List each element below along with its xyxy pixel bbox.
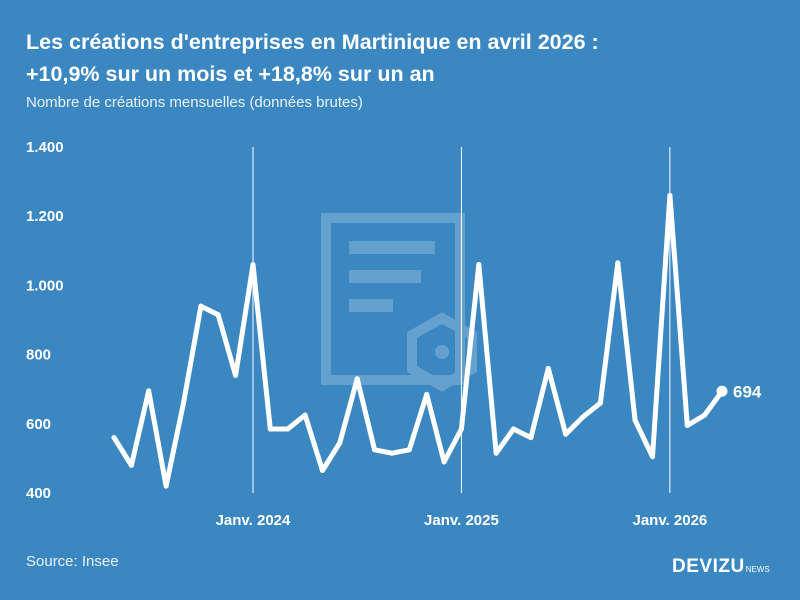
data-point xyxy=(684,423,690,429)
x-tick-label: Janv. 2026 xyxy=(632,512,707,529)
devizu-logo: DEVIZUNEWS xyxy=(672,556,770,578)
data-point xyxy=(667,192,673,198)
data-point xyxy=(215,312,221,318)
data-point xyxy=(650,454,656,460)
data-points xyxy=(111,192,725,489)
data-point xyxy=(146,388,152,394)
y-tick-label: 1.400 xyxy=(26,139,64,156)
x-axis-ticks: Janv. 2024 Janv. 2025 Janv. 2026 xyxy=(216,512,708,529)
data-point xyxy=(424,391,430,397)
series-line xyxy=(111,192,725,489)
document-gear-icon xyxy=(321,213,477,392)
data-point xyxy=(458,426,464,432)
title-line-2: +10,9% sur un mois et +18,8% sur un an xyxy=(26,62,435,86)
data-point xyxy=(337,440,343,446)
last-value-label: 694 xyxy=(733,382,762,401)
x-tick-label: Janv. 2024 xyxy=(216,512,291,529)
data-point xyxy=(476,262,482,268)
data-point xyxy=(180,400,186,406)
data-point xyxy=(406,447,412,453)
y-tick-label: 800 xyxy=(26,347,51,364)
data-point xyxy=(389,450,395,456)
data-point xyxy=(354,376,360,382)
data-point xyxy=(580,414,586,420)
data-point xyxy=(128,462,134,468)
data-point xyxy=(528,435,534,441)
title-line-1: Les créations d'entreprises en Martiniqu… xyxy=(26,30,599,54)
data-point xyxy=(615,260,621,266)
data-point xyxy=(632,417,638,423)
data-point xyxy=(511,426,517,432)
logo-sub: NEWS xyxy=(745,565,770,574)
data-point xyxy=(267,426,273,432)
data-point xyxy=(319,468,325,474)
data-point xyxy=(563,431,569,437)
data-point xyxy=(545,365,551,371)
data-point xyxy=(198,303,204,309)
y-tick-label: 1.000 xyxy=(26,277,64,294)
x-tick-label: Janv. 2025 xyxy=(424,512,499,529)
y-axis-ticks: 400 600 800 1.000 1.200 1.400 xyxy=(26,139,64,502)
source-note: Source: Insee xyxy=(26,553,119,570)
data-point xyxy=(163,483,169,489)
data-point xyxy=(597,400,603,406)
logo-main: DEVIZU xyxy=(672,556,745,577)
data-point xyxy=(441,459,447,465)
data-point xyxy=(493,450,499,456)
data-point xyxy=(285,426,291,432)
chart-title: Les créations d'entreprises en Martiniqu… xyxy=(26,26,786,90)
data-point xyxy=(372,447,378,453)
data-point xyxy=(702,412,708,418)
data-point xyxy=(111,435,117,441)
y-tick-label: 400 xyxy=(26,485,51,502)
data-point xyxy=(250,262,256,268)
y-tick-label: 1.200 xyxy=(26,208,64,225)
chart-subtitle: Nombre de créations mensuelles (données … xyxy=(26,94,363,111)
data-point xyxy=(233,372,239,378)
y-tick-label: 600 xyxy=(26,416,51,433)
data-point xyxy=(302,412,308,418)
last-point-marker xyxy=(716,385,728,397)
